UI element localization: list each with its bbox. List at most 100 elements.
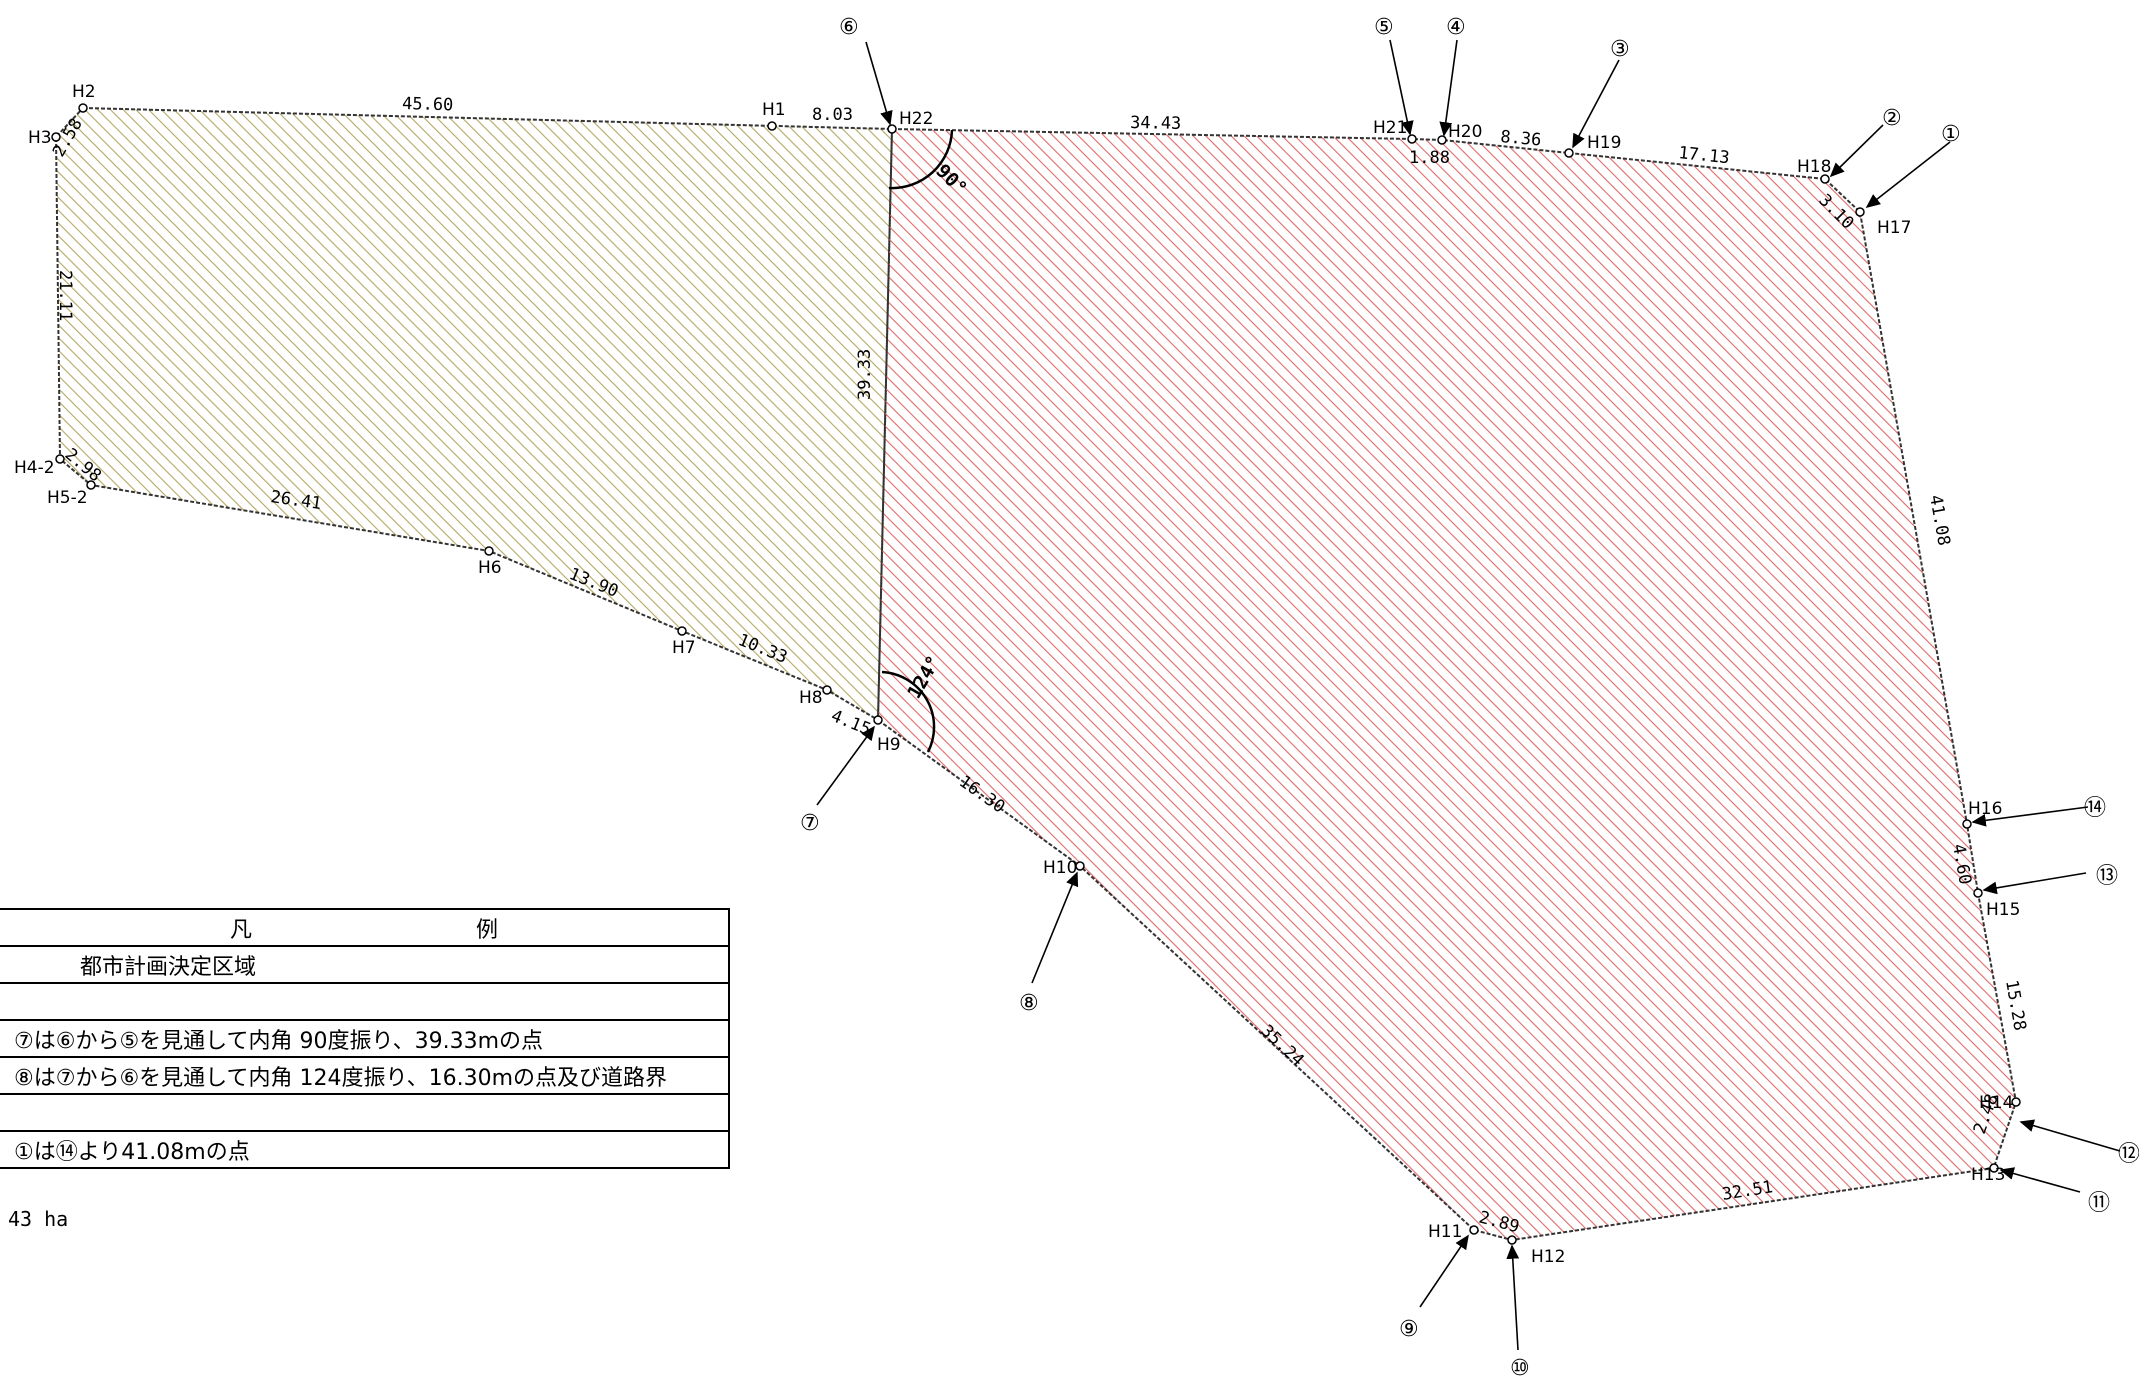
label-h8: H8 [799,688,823,708]
legend-row [0,982,730,1021]
label-h6: H6 [478,558,502,578]
point-h16 [1962,819,1972,829]
dim-h15-h14: 15.28 [2001,978,2030,1032]
callout-1: ① [1941,122,1961,147]
arrow-7 [816,725,875,806]
label-h13: H13 [1971,1165,2005,1185]
arrow-10 [1506,1244,1520,1351]
label-h2: H2 [72,82,96,102]
label-h22: H22 [899,109,933,129]
point-h21 [1407,134,1417,144]
angle-arc-124 [881,670,936,753]
arrow-8 [1031,871,1079,984]
callout-10: ⑩ [1510,1356,1530,1381]
angle-arc-90 [888,129,954,190]
legend-row-text: ⑧は⑦から⑥を見通して内角 124度振り、16.30mの点及び道路界 [0,1056,730,1095]
callout-7: ⑦ [800,811,820,836]
callout-12: ⑫ [2118,1142,2139,1167]
label-h7: H7 [672,638,696,658]
callout-8: ⑧ [1019,991,1039,1016]
point-h2 [78,103,88,113]
dim-h20-h19: 8.36 [1500,127,1543,150]
arrow-12 [2019,1119,2121,1152]
label-h12: H12 [1531,1247,1565,1267]
point-h14 [2011,1097,2021,1107]
arrow-1 [1865,141,1951,208]
arrow-11 [1999,1167,2081,1193]
legend-row: ⑧は⑦から⑥を見通して内角 124度振り、16.30mの点及び道路界 [0,1056,730,1095]
label-h15: H15 [1986,900,2020,920]
dim-h21-h20: 1.88 [1409,148,1450,168]
legend-title: 凡 例 [0,908,730,947]
callout-5: ⑤ [1374,15,1394,40]
point-h5-2 [86,480,96,490]
legend-row-text: ①は⑭より41.08mの点 [0,1130,730,1169]
legend-table: 凡 例 都市計画決定区域 ⑦は⑥から⑤を見通して内角 90度振り、39.33mの… [0,908,730,1169]
label-h21: H21 [1373,118,1407,138]
point-h7 [677,626,687,636]
label-h1: H1 [762,100,786,120]
point-h12 [1507,1235,1517,1245]
arrow-9 [1419,1234,1469,1308]
legend-row: 都市計画決定区域 [0,945,730,984]
area-note: 43 ha [8,1207,69,1231]
dim-h2-h1: 45.60 [402,94,454,115]
arrow-13 [1982,872,2087,895]
point-h11 [1469,1225,1479,1235]
dim-h3-h4: 21.11 [55,270,75,321]
point-h18 [1820,174,1830,184]
label-h19: H19 [1587,133,1621,153]
point-h1 [767,121,777,131]
point-h19 [1564,148,1574,158]
arrow-2 [1829,124,1884,178]
red-parcel [876,127,2018,1242]
survey-points [51,103,2021,1245]
olive-parcel [54,106,894,722]
legend-row: ⑦は⑥から⑤を見通して内角 90度振り、39.33mの点 [0,1019,730,1058]
callout-4: ④ [1446,15,1466,40]
legend-header-row: 凡 例 [0,908,730,947]
label-h20: H20 [1448,122,1482,142]
label-h11: H11 [1428,1222,1462,1242]
arrow-6 [865,41,893,126]
dim-h22-h21: 34.43 [1130,113,1182,134]
point-h8 [822,685,832,695]
point-h4-2 [55,454,65,464]
legend-row: ①は⑭より41.08mの点 [0,1130,730,1169]
point-h15 [1973,888,1983,898]
label-h14: H14 [1979,1093,2013,1113]
dim-h17-h16: 41.08 [1925,493,1954,547]
callout-2: ② [1882,106,1902,131]
legend-row-text [0,982,730,1021]
label-h18: H18 [1797,157,1831,177]
arrow-5 [1389,39,1414,136]
arrow-14 [1971,806,2089,827]
callout-9: ⑨ [1399,1317,1419,1342]
label-h16: H16 [1968,799,2002,819]
callout-arrows [816,39,2121,1351]
point-h10 [1075,861,1085,871]
callout-6: ⑥ [839,15,859,40]
callout-11: ⑪ [2088,1191,2110,1216]
arrow-4 [1439,39,1458,137]
callout-3: ③ [1610,37,1630,62]
label-h5-2: H5-2 [47,488,88,508]
point-h6 [484,546,494,556]
legend-row-text: 都市計画決定区域 [0,945,730,984]
dim-h1-h22: 8.03 [812,105,853,125]
point-h13 [1989,1163,1999,1173]
callout-14: ⑭ [2084,796,2106,821]
label-h9: H9 [877,735,901,755]
point-h20 [1437,135,1447,145]
callout-13: ⑬ [2096,864,2118,889]
label-h17: H17 [1877,218,1911,238]
legend-row-text [0,1093,730,1132]
point-h3 [51,132,61,142]
label-h10: H10 [1043,858,1077,878]
dim-h22-h9: 39.33 [855,349,875,400]
point-h9 [873,715,883,725]
legend-row [0,1093,730,1132]
point-h17 [1855,207,1865,217]
point-h22 [887,124,897,134]
